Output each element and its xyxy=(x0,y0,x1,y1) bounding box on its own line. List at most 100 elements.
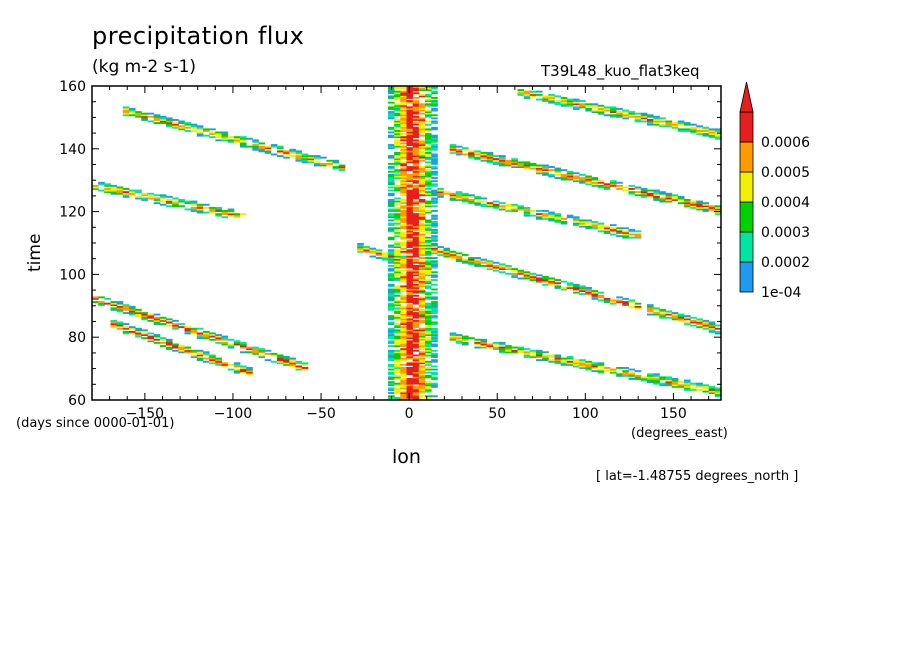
heatmap-cell xyxy=(443,249,451,252)
heatmap-cell xyxy=(449,254,457,256)
heatmap-cell xyxy=(684,203,691,206)
heatmap-cell xyxy=(221,341,229,344)
heatmap-cell xyxy=(388,291,395,294)
heatmap-cell xyxy=(184,130,192,132)
heatmap-cell xyxy=(233,213,241,216)
heatmap-cell xyxy=(406,260,414,263)
heatmap-cell xyxy=(566,175,574,178)
heatmap-cell xyxy=(116,302,124,305)
heatmap-cell xyxy=(406,101,414,104)
heatmap-cell xyxy=(227,211,235,214)
heatmap-cell xyxy=(418,142,426,145)
heatmap-cell xyxy=(406,216,414,219)
heatmap-cell xyxy=(388,216,395,219)
heatmap-cell xyxy=(412,332,420,335)
heatmap-cell xyxy=(585,103,592,106)
heatmap-cell xyxy=(388,283,395,286)
heatmap-cell xyxy=(412,97,420,99)
heatmap-cell xyxy=(474,258,481,261)
heatmap-cell xyxy=(400,385,407,388)
heatmap-cell xyxy=(566,173,574,176)
heatmap-cell xyxy=(388,205,395,208)
heatmap-cell xyxy=(431,97,438,99)
heatmap-cell xyxy=(233,341,241,344)
heatmap-cell xyxy=(406,126,414,129)
heatmap-cell xyxy=(431,214,438,217)
heatmap-cell xyxy=(221,133,229,135)
heatmap-cell xyxy=(671,126,679,129)
heatmap-cell xyxy=(394,108,401,110)
heatmap-cell xyxy=(418,214,426,217)
heatmap-cell xyxy=(418,265,426,267)
heatmap-cell xyxy=(517,161,525,164)
heatmap-cell xyxy=(184,332,192,335)
heatmap-cell xyxy=(554,95,562,98)
heatmap-cell xyxy=(425,315,432,318)
heatmap-cell xyxy=(425,147,432,150)
heatmap-cell xyxy=(190,351,198,354)
heatmap-cell xyxy=(431,356,438,358)
heatmap-cell xyxy=(406,235,414,238)
heatmap-cell xyxy=(388,162,395,165)
heatmap-cell xyxy=(462,337,469,340)
heatmap-cell xyxy=(122,188,130,190)
heatmap-cell xyxy=(443,254,451,256)
heatmap-cell xyxy=(388,351,395,354)
heatmap-cell xyxy=(665,123,673,126)
heatmap-cell xyxy=(412,208,420,211)
heatmap-cell xyxy=(159,337,167,340)
heatmap-cell xyxy=(246,367,253,369)
heatmap-cell xyxy=(468,261,475,264)
heatmap-cell xyxy=(92,301,99,303)
heatmap-cell xyxy=(159,119,167,121)
heatmap-cell xyxy=(412,280,420,283)
heatmap-cell xyxy=(616,184,623,187)
heatmap-cell xyxy=(178,126,185,129)
heatmap-cell xyxy=(196,359,204,362)
heatmap-cell xyxy=(511,158,518,161)
heatmap-cell xyxy=(307,155,315,157)
heatmap-cell xyxy=(412,136,420,139)
heatmap-cell xyxy=(554,282,562,285)
heatmap-cell xyxy=(406,352,414,355)
heatmap-cell xyxy=(394,307,401,310)
heatmap-cell xyxy=(227,345,235,347)
heatmap-cell xyxy=(412,385,420,388)
heatmap-cell xyxy=(418,379,426,382)
heatmap-cell xyxy=(412,150,420,153)
heatmap-cell xyxy=(166,120,173,123)
heatmap-cell xyxy=(400,151,407,154)
heatmap-cell xyxy=(400,155,407,157)
heatmap-cell xyxy=(492,346,500,349)
heatmap-cell xyxy=(388,288,395,291)
heatmap-cell xyxy=(406,296,414,299)
heatmap-cell xyxy=(258,147,266,150)
heatmap-cell xyxy=(166,318,173,321)
heatmap-cell xyxy=(394,272,401,275)
heatmap-cell xyxy=(418,327,426,330)
heatmap-cell xyxy=(418,155,426,157)
heatmap-cell xyxy=(702,385,710,388)
heatmap-cell xyxy=(684,381,691,384)
heatmap-cell xyxy=(431,301,438,303)
heatmap-cell xyxy=(418,263,426,266)
heatmap-cell xyxy=(159,316,167,319)
heatmap-cell xyxy=(388,255,395,258)
heatmap-cell xyxy=(406,151,414,154)
heatmap-cell xyxy=(172,205,179,208)
heatmap-cell xyxy=(277,356,284,358)
heatmap-cell xyxy=(221,365,229,368)
heatmap-cell xyxy=(196,335,204,338)
heatmap-cell xyxy=(400,247,407,250)
x-units-label: (degrees_east) xyxy=(631,426,728,441)
heatmap-cell xyxy=(283,153,290,156)
heatmap-cell xyxy=(147,340,155,343)
heatmap-cell xyxy=(394,290,401,292)
heatmap-cell xyxy=(406,195,414,198)
heatmap-cell xyxy=(425,374,432,377)
heatmap-cell xyxy=(566,287,574,289)
heatmap-cell xyxy=(418,213,426,216)
heatmap-cell xyxy=(610,108,617,110)
heatmap-cell xyxy=(690,200,697,203)
heatmap-cell xyxy=(690,319,697,322)
